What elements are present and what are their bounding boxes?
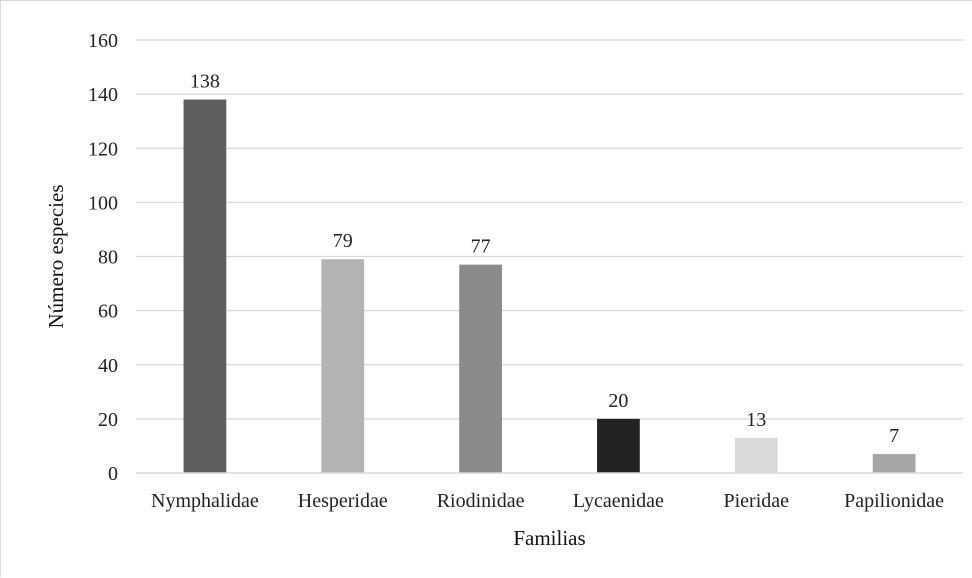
bars: [183, 99, 916, 473]
bar-riodinidae: [459, 264, 502, 473]
gridlines: [136, 39, 963, 420]
y-tick-label: 100: [88, 192, 118, 214]
y-tick-label: 0: [108, 463, 118, 485]
bar-lycaenidae: [597, 418, 640, 473]
x-tick-label: Papilionidae: [844, 490, 944, 512]
data-label-pieridae: 13: [746, 409, 766, 431]
x-tick-label: Lycaenidae: [573, 490, 664, 512]
y-axis-ticks: 0 20 40 60 80 100 120 140 160: [88, 30, 118, 485]
data-label-riodinidae: 77: [471, 236, 491, 258]
data-label-lycaenidae: 20: [608, 390, 628, 412]
data-label-papilionidae: 7: [889, 425, 899, 447]
y-tick-label: 160: [88, 30, 118, 52]
y-tick-label: 60: [98, 301, 118, 323]
y-tick-label: 20: [98, 409, 118, 431]
x-axis-ticks: Nymphalidae Hesperidae Riodinidae Lycaenida…: [151, 490, 944, 512]
bar-papilionidae: [872, 454, 916, 473]
x-tick-label: Riodinidae: [437, 490, 525, 512]
y-tick-label: 80: [98, 247, 118, 269]
data-labels: 138 79 77 20 13 7: [190, 71, 899, 448]
bar-hesperidae: [321, 259, 365, 473]
x-tick-label: Nymphalidae: [151, 490, 259, 512]
x-axis-title: Familias: [513, 526, 585, 550]
y-tick-label: 140: [88, 84, 118, 106]
bar-pieridae: [734, 437, 778, 473]
y-axis-title: Número especies: [44, 184, 68, 328]
bar-nymphalidae: [183, 99, 227, 473]
x-tick-label: Hesperidae: [298, 490, 388, 512]
y-tick-label: 120: [88, 138, 118, 160]
data-label-nymphalidae: 138: [190, 71, 220, 93]
data-label-hesperidae: 79: [333, 230, 353, 252]
x-tick-label: Pieridae: [723, 490, 789, 512]
y-tick-label: 40: [98, 355, 118, 377]
